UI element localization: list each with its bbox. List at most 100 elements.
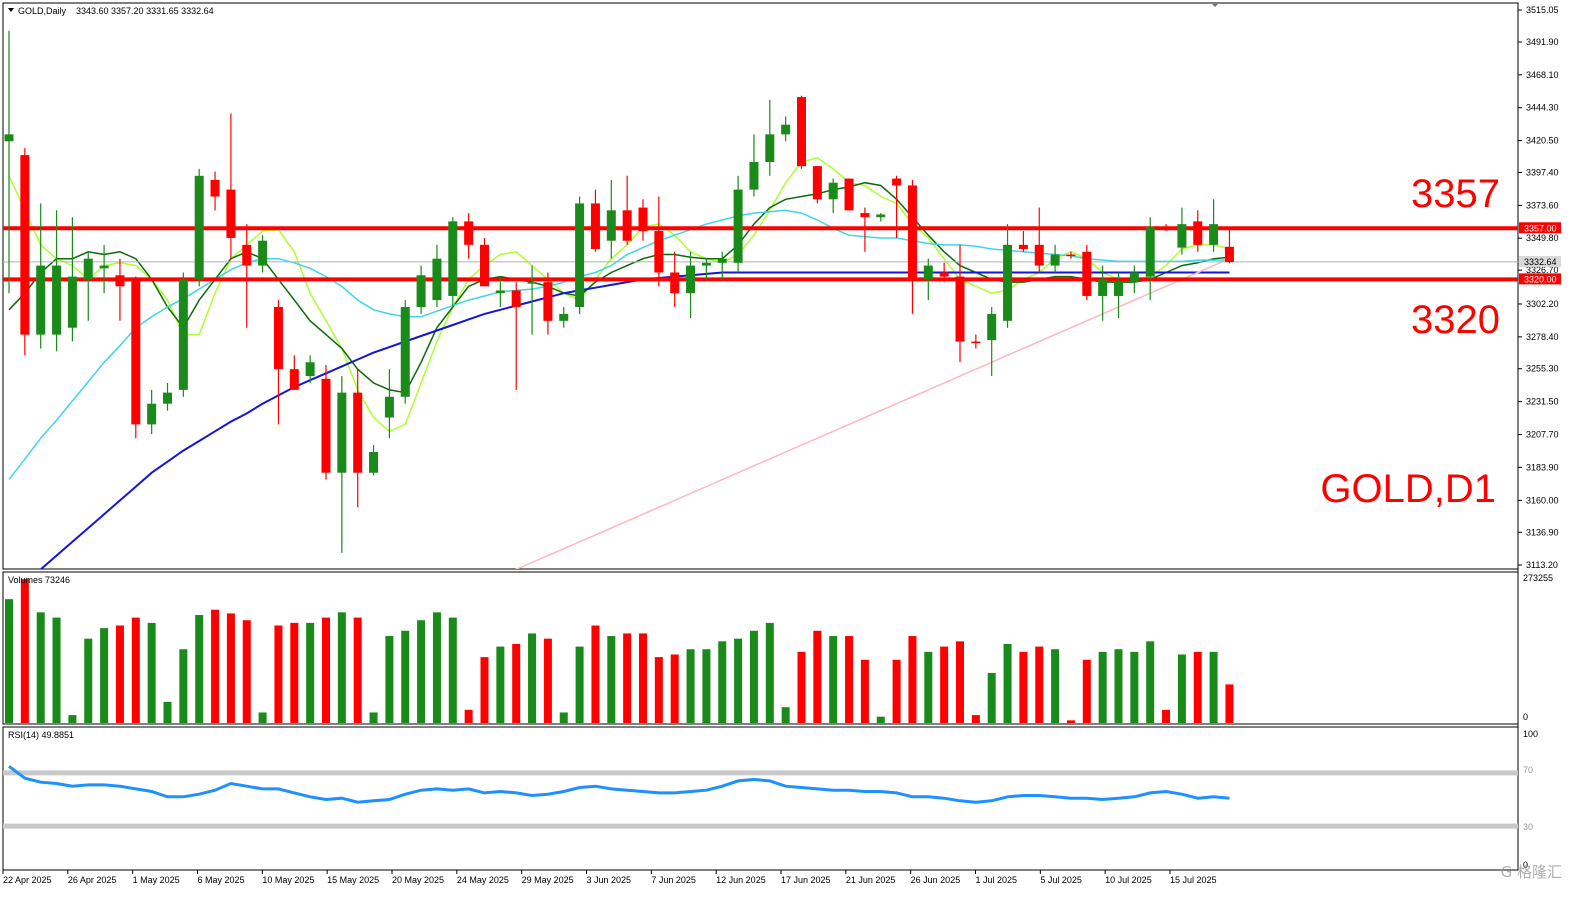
volume-bar [163,701,172,723]
volume-bar [845,636,854,723]
candle-body [654,231,664,273]
volume-bar [797,651,806,723]
volume-bar [749,630,758,723]
candle-body [83,258,93,280]
candle-body [1098,279,1108,296]
candle [749,134,759,197]
time-tick-label: 26 Apr 2025 [68,875,117,885]
candle [242,224,252,328]
candle [1209,199,1219,252]
volume-bar [718,641,727,723]
candle [844,178,854,211]
candle-body [543,282,553,321]
volume-bar [813,630,822,723]
candle [876,213,886,222]
candle [828,178,838,214]
volume-bar [591,625,600,723]
candle-body [1209,224,1219,245]
candle-body [353,392,363,473]
volume-bar [924,651,933,723]
symbol-dropdown-icon[interactable] [8,8,14,12]
current-price-label: 3332.64 [1524,257,1557,267]
volume-bar [147,622,156,723]
candle [448,217,458,308]
candle-body [701,262,711,266]
candle-body [480,244,489,287]
volume-bar [987,672,996,723]
candle-body [163,392,172,404]
volume-bar [20,579,29,723]
candle [1177,207,1187,255]
candle [178,272,188,397]
candle [781,116,791,142]
candle [194,168,204,287]
candle-body [670,272,680,294]
moving-average-line [515,258,1230,569]
price-axis-labels: 3515.05 3491.90 3468.10 3444.30 3420.50 3397.… [1518,5,1561,570]
candle-body [321,378,331,473]
candle-body [1145,226,1155,277]
volume-bar [686,649,695,723]
volume-bar [211,609,220,723]
time-axis-labels: 22 Apr 2025 26 Apr 2025 1 May 2025 6 May 20… [2,870,1217,885]
candle [163,382,172,411]
volume-bars-layer [5,579,1234,723]
volume-bar [496,646,505,723]
volume-bar [369,712,378,723]
candle-body [686,265,696,294]
price-tick-label: 3136.90 [1526,527,1559,537]
volume-bar [654,657,663,723]
price-tick-label: 3420.50 [1526,136,1559,146]
candle-body [606,210,616,241]
candle-body [4,134,14,142]
volume-bar [860,659,869,723]
candle-body [20,155,30,335]
candle-body [464,221,474,245]
volume-bar [226,613,235,723]
volume-bar [179,649,188,723]
volume-bar [543,638,552,723]
candle [939,262,949,283]
price-tick-label: 3183.90 [1526,462,1559,472]
candle-body [971,341,981,344]
candle-body [765,134,775,162]
volume-bar [306,622,315,723]
volume-bar [892,659,901,723]
volume-bar [337,612,346,723]
rsi-bottom-label: 0 [1523,860,1528,870]
volume-bar [290,622,299,723]
candle-body [305,362,315,377]
volume-bar [1003,643,1012,723]
volume-bar [432,612,441,723]
candle [590,189,600,252]
candle [527,265,537,335]
volume-bar [353,617,362,723]
volume-bar [417,620,426,723]
candle [1082,244,1092,301]
volume-bar [956,641,964,723]
time-tick-label: 7 Jun 2025 [651,875,696,885]
candle-body [1050,254,1060,266]
candle [1129,265,1139,294]
volume-bar [734,638,743,723]
candle-body [448,221,458,296]
time-tick-label: 20 May 2025 [392,875,444,885]
candle [717,251,727,280]
volume-bar [68,715,77,723]
candle [20,148,30,356]
candle-body [242,244,252,266]
candle [495,276,505,308]
candle [701,258,711,280]
candle [289,355,299,390]
candle-body [876,214,886,218]
volume-bar [274,625,283,723]
candle [686,251,696,319]
candle [115,258,125,321]
volume-bar [52,617,61,723]
chart-shift-marker-icon[interactable] [1211,3,1219,7]
volume-bar [528,633,537,723]
candle-body [527,282,537,284]
candle [575,196,585,314]
